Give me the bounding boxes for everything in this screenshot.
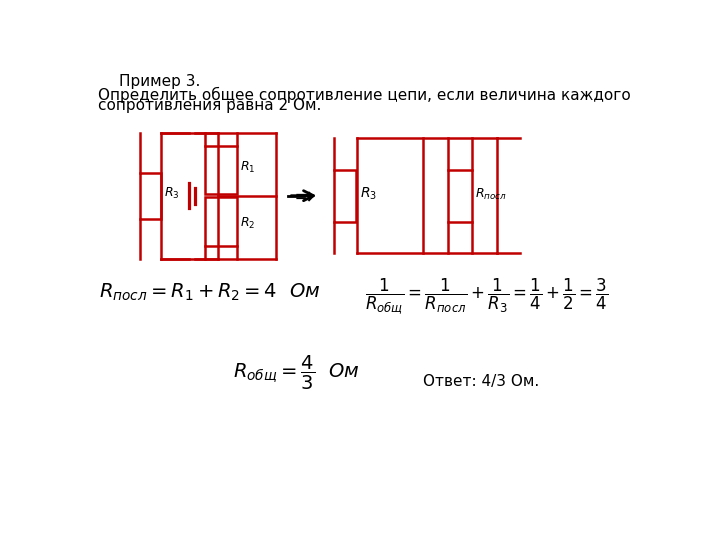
Text: $R_{\mathit{посл}} = R_1 + R_2 = 4 \ \ \mathit{Ом}$: $R_{\mathit{посл}} = R_1 + R_2 = 4 \ \ \… [99,282,320,303]
Text: $\Rightarrow$: $\Rightarrow$ [289,184,315,208]
Text: сопротивления равна 2 Ом.: сопротивления равна 2 Ом. [98,98,321,113]
Text: Ответ: 4/3 Ом.: Ответ: 4/3 Ом. [423,374,539,389]
Text: Пример 3.: Пример 3. [120,74,201,89]
Text: $R_3$: $R_3$ [163,186,179,201]
Polygon shape [204,146,238,194]
Text: $R_3$: $R_3$ [360,186,377,202]
Text: $R_2$: $R_2$ [240,216,255,231]
Text: $R_{\mathit{общ}} = \dfrac{4}{3} \ \ \mathit{Ом}$: $R_{\mathit{общ}} = \dfrac{4}{3} \ \ \ma… [233,354,360,391]
Text: $R_1$: $R_1$ [240,160,255,175]
Text: $\dfrac{1}{R_{\mathit{общ}}} = \dfrac{1}{R_{\mathit{посл}}} + \dfrac{1}{R_3} = \: $\dfrac{1}{R_{\mathit{общ}}} = \dfrac{1}… [365,276,608,316]
Polygon shape [334,170,356,222]
Polygon shape [449,170,472,222]
Text: Определить общее сопротивление цепи, если величина каждого: Определить общее сопротивление цепи, есл… [98,86,631,103]
Text: $R_{посл}$: $R_{посл}$ [474,187,507,202]
Polygon shape [204,197,238,246]
Polygon shape [140,173,161,219]
